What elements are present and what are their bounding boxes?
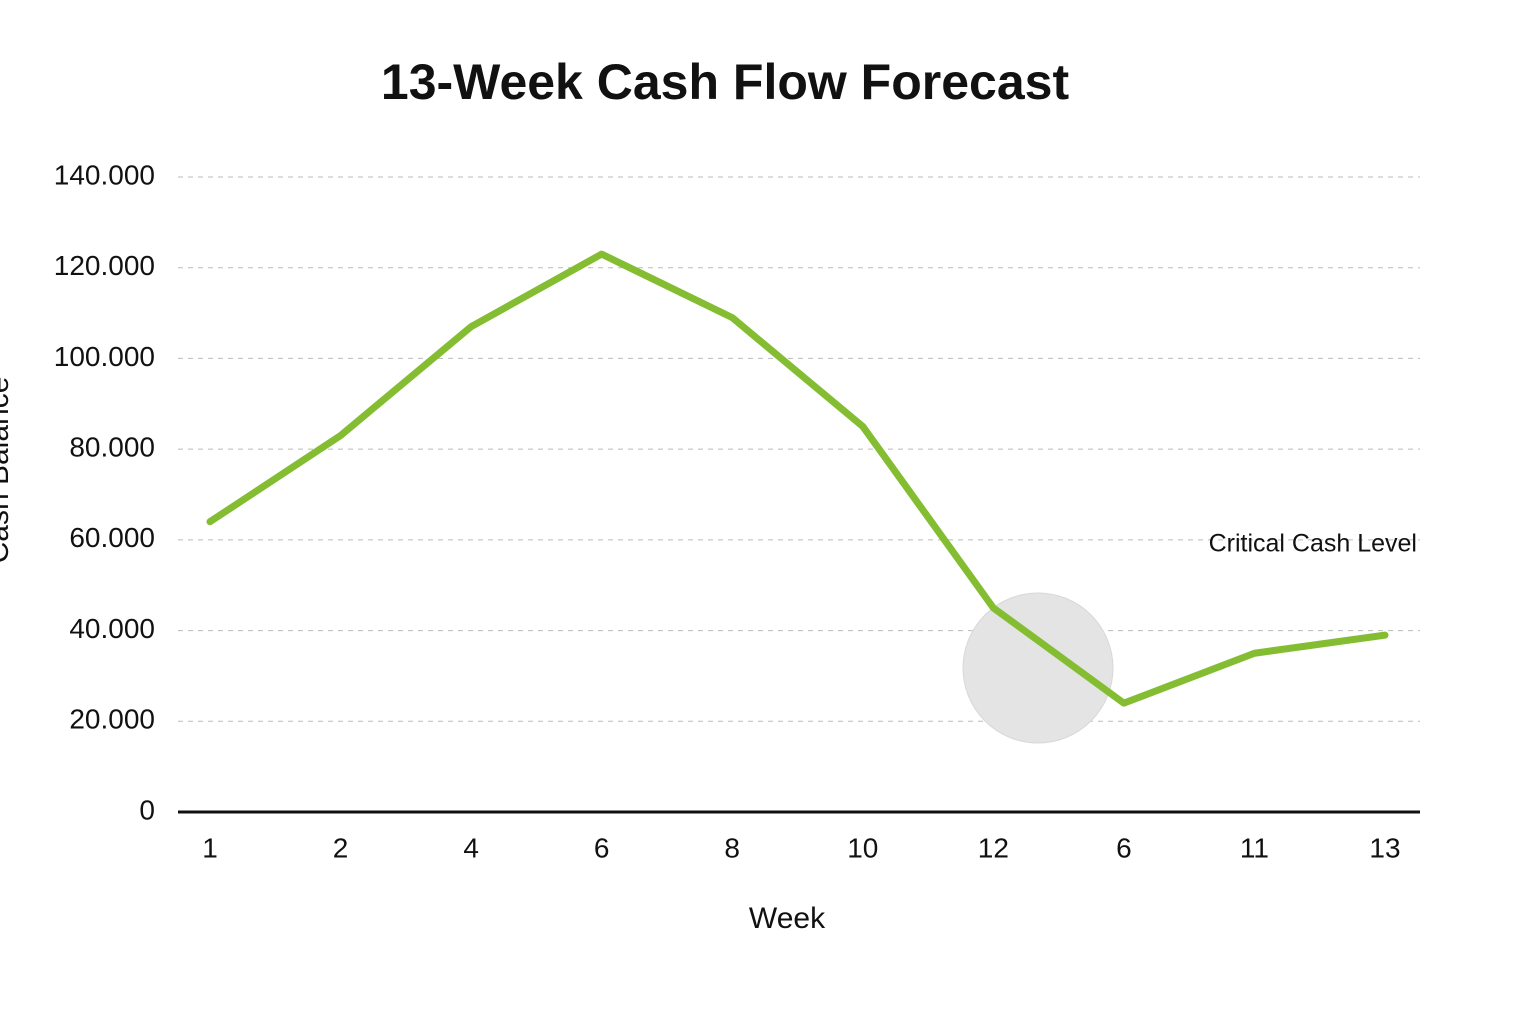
annotation: Critical Cash Level xyxy=(1209,530,1417,558)
x-tick-label: 13 xyxy=(1369,832,1400,863)
y-tick-label: 60.000 xyxy=(69,522,155,553)
y-tick-label: 40.000 xyxy=(69,613,155,644)
x-tick-label: 1 xyxy=(202,832,218,863)
x-tick-label: 4 xyxy=(463,832,479,863)
y-tick-label: 100.000 xyxy=(54,341,155,372)
y-tick-label: 140.000 xyxy=(54,159,155,190)
chart-title: 13-Week Cash Flow Forecast xyxy=(381,54,1070,110)
highlight-circle xyxy=(962,592,1114,744)
x-tick-label: 11 xyxy=(1240,832,1269,863)
x-tick-label: 12 xyxy=(978,832,1009,863)
y-tick-label: 0 xyxy=(139,794,155,825)
y-tick-label: 80.000 xyxy=(69,432,155,463)
x-tick-label: 6 xyxy=(1116,832,1132,863)
line xyxy=(206,250,1389,707)
y-axis-label: Cash Balance xyxy=(0,377,15,564)
y-tick-label: 20.000 xyxy=(69,704,155,735)
x-tick-label: 10 xyxy=(847,832,878,863)
x-tick-label: 6 xyxy=(594,832,610,863)
x-tick-label: 2 xyxy=(333,832,349,863)
x-axis-label: Week xyxy=(749,902,826,935)
x-tick-label: 8 xyxy=(724,832,740,863)
y-tick-label: 120.000 xyxy=(54,250,155,281)
